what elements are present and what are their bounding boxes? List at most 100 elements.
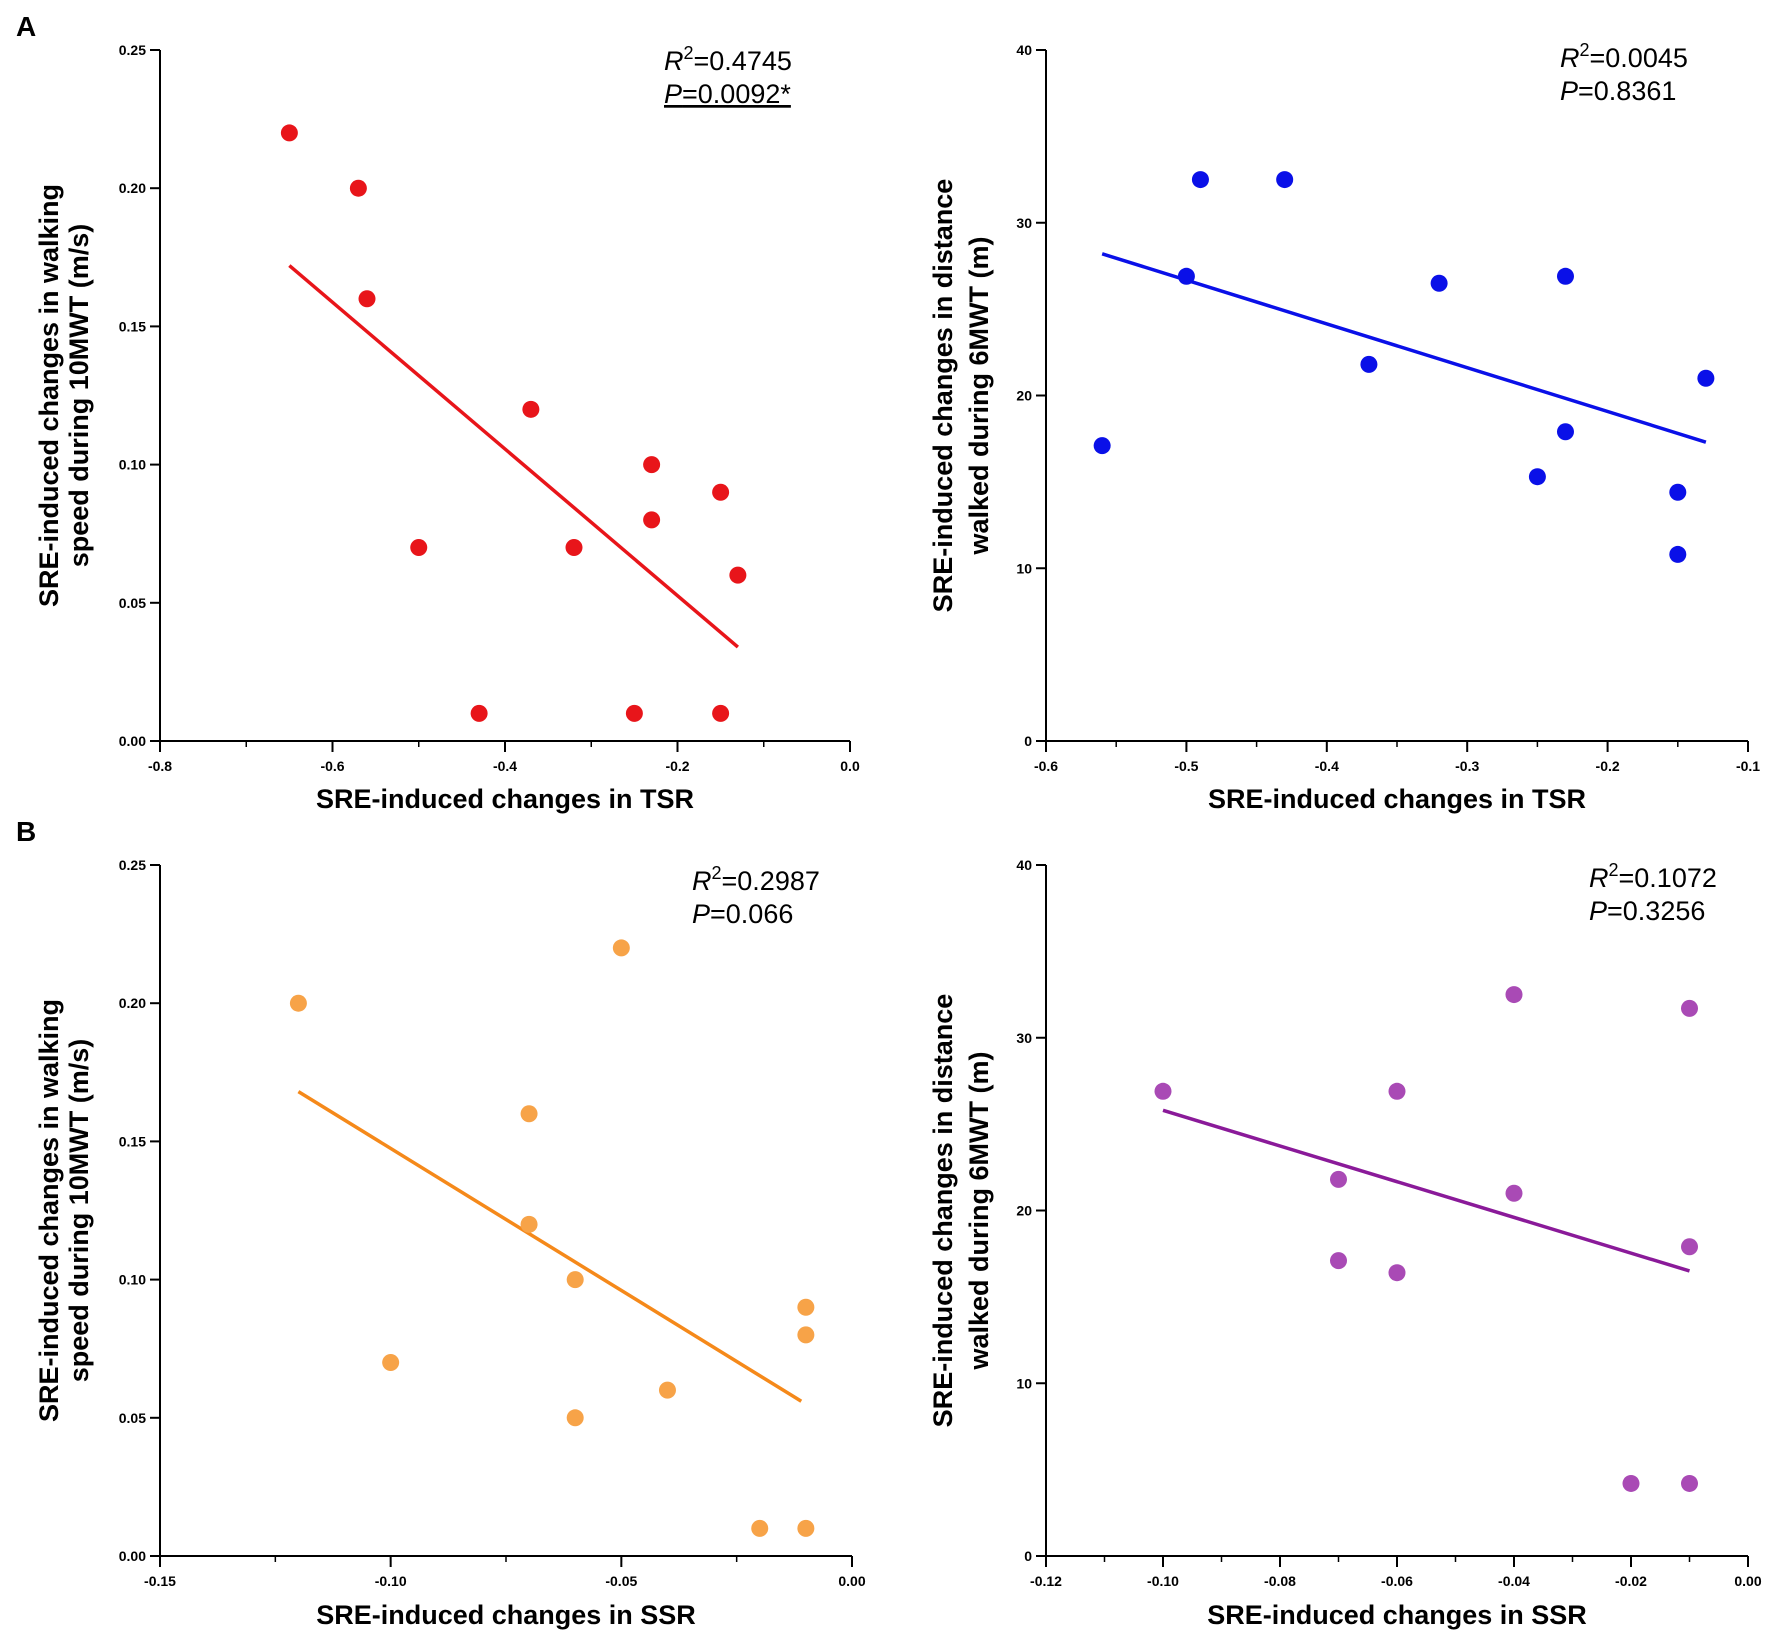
data-point (565, 539, 583, 557)
x-axis-title: SRE-induced changes in SSR (1207, 1600, 1587, 1630)
x-axis-title: SRE-induced changes in TSR (1208, 784, 1586, 814)
x-tick-label: -0.10 (375, 1573, 407, 1589)
data-point (1388, 1082, 1406, 1100)
data-point (1177, 267, 1195, 285)
data-point (1669, 483, 1687, 501)
x-tick-label: -0.2 (1596, 758, 1620, 774)
y-tick-label: 20 (1016, 1203, 1032, 1219)
chart-b-speed-vs-ssr: -0.15 -0.10 -0.05 0.00 0.00 0.05 0.10 0.15 0.20 0… (34, 857, 866, 1630)
y-axis-title-line: speed during 10MWT (m/s) (64, 1039, 94, 1383)
x-tick-label: -0.2 (665, 758, 689, 774)
data-point (797, 1519, 815, 1537)
data-point (1388, 1264, 1406, 1282)
data-point (1330, 1170, 1347, 1188)
y-axis-title-line: walked during 6MWT (m) (964, 236, 994, 555)
regression-line (288, 264, 740, 649)
data-point (643, 456, 661, 474)
x-tick-label: -0.6 (1034, 758, 1058, 774)
x-tick-label: -0.4 (493, 758, 517, 774)
x-tick-label: -0.4 (1315, 758, 1339, 774)
r-squared-text: R2=0.1072 (1589, 860, 1717, 893)
panel-label-a: A (16, 11, 36, 42)
data-point (625, 704, 643, 722)
x-tick-label: -0.06 (1381, 1573, 1413, 1589)
data-point (520, 1215, 538, 1233)
x-tick-label: -0.8 (148, 758, 172, 774)
data-point (643, 511, 661, 529)
data-point (797, 1298, 815, 1316)
regression-line (297, 1090, 803, 1403)
p-value-text: P=0.066 (692, 899, 793, 929)
x-tick-label: -0.08 (1264, 1573, 1296, 1589)
y-tick-label: 0 (1024, 1548, 1032, 1564)
regression-line (1101, 252, 1707, 444)
y-tick-label: 0 (1024, 733, 1032, 749)
chart-b-distance-vs-ssr: -0.12 -0.10 -0.08 -0.06 -0.04 -0.02 0.00 0 10 20 3… (928, 857, 1762, 1630)
data-point (797, 1326, 815, 1344)
data-point (566, 1409, 584, 1427)
data-point (729, 566, 747, 584)
y-axis-title-line: SRE-induced changes in walking (34, 999, 64, 1422)
data-point (1276, 171, 1294, 189)
data-point (712, 483, 730, 501)
data-point (1093, 437, 1111, 455)
data-point (1154, 1082, 1172, 1100)
x-tick-label: -0.12 (1030, 1573, 1062, 1589)
y-axis-title-line: SRE-induced changes in walking (34, 184, 64, 607)
data-point (1681, 1238, 1698, 1256)
data-point (1191, 171, 1209, 189)
chart-a-distance-vs-tsr: -0.6 -0.5 -0.4 -0.3 -0.2 -0.1 0 10 20 30 40 SRE-ind… (928, 40, 1760, 814)
y-axis-title-line: SRE-induced changes in distance (928, 179, 958, 613)
data-point (566, 1271, 584, 1289)
data-point (1360, 355, 1378, 373)
y-tick-label: 0.05 (119, 595, 146, 611)
x-axis-title: SRE-induced changes in TSR (316, 784, 694, 814)
data-point (1505, 986, 1523, 1004)
data-point (1697, 369, 1715, 387)
data-point (658, 1381, 676, 1399)
y-tick-label: 0.25 (119, 857, 146, 873)
r-squared-text: R2=0.4745 (664, 43, 792, 76)
data-point (751, 1519, 769, 1537)
data-point (470, 704, 488, 722)
x-tick-label: -0.5 (1174, 758, 1198, 774)
y-tick-label: 0.05 (119, 1410, 146, 1426)
data-point (520, 1105, 538, 1123)
x-tick-label: -0.15 (144, 1573, 176, 1589)
y-axis-title-line: SRE-induced changes in distance (928, 994, 958, 1428)
data-point (289, 994, 307, 1012)
data-point (410, 539, 428, 557)
data-point (382, 1354, 400, 1372)
x-tick-label: -0.05 (605, 1573, 637, 1589)
x-tick-label: -0.10 (1147, 1573, 1179, 1589)
y-tick-label: 20 (1016, 388, 1032, 404)
y-tick-label: 0.10 (119, 457, 146, 473)
y-tick-label: 0.00 (119, 1548, 146, 1564)
x-axis-title: SRE-induced changes in SSR (316, 1600, 696, 1630)
p-value-text: P=0.0092* (664, 79, 791, 109)
data-point (1681, 999, 1698, 1017)
y-tick-label: 30 (1016, 215, 1032, 231)
regression-line (1162, 1108, 1691, 1273)
x-tick-label: -0.6 (320, 758, 344, 774)
y-tick-label: 0.20 (119, 995, 146, 1011)
data-point (280, 124, 298, 142)
data-point (1528, 468, 1546, 486)
x-tick-label: -0.04 (1498, 1573, 1530, 1589)
x-tick-label: -0.1 (1736, 758, 1760, 774)
y-tick-label: 0.15 (119, 1133, 146, 1149)
data-point (712, 704, 730, 722)
data-point (1681, 1474, 1698, 1492)
y-tick-label: 10 (1016, 560, 1032, 576)
y-tick-label: 0.10 (119, 1272, 146, 1288)
y-tick-label: 0.25 (119, 42, 146, 58)
data-point (358, 290, 376, 308)
x-tick-label: -0.3 (1455, 758, 1479, 774)
y-tick-label: 10 (1016, 1375, 1032, 1391)
data-point (1430, 274, 1448, 292)
x-tick-label: 0.00 (838, 1573, 865, 1589)
data-point (1669, 545, 1687, 563)
data-point (1330, 1252, 1347, 1270)
data-point (612, 939, 630, 957)
r-squared-text: R2=0.0045 (1560, 40, 1688, 73)
